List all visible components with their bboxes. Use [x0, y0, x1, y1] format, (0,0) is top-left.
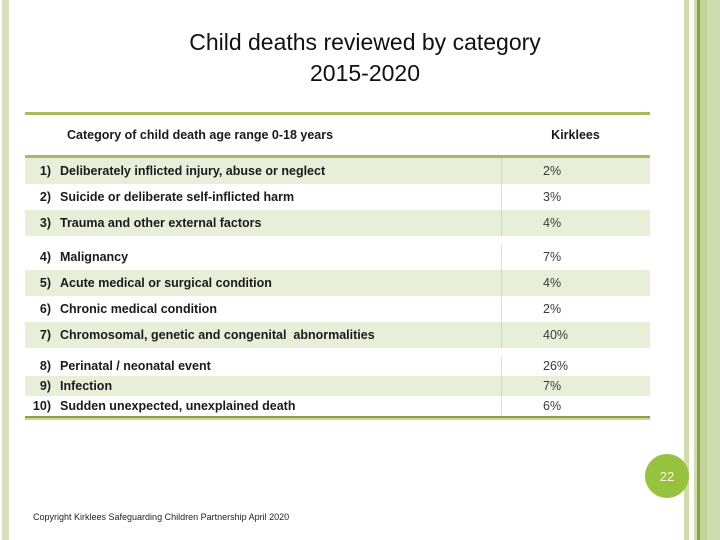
- row-category-cell: 2) Suicide or deliberate self-inflicted h…: [25, 184, 501, 210]
- row-category-label: Sudden unexpected, unexplained death: [60, 399, 296, 413]
- table-row: 1) Deliberately inflicted injury, abuse o…: [25, 158, 650, 184]
- left-edge-stripe: [2, 0, 9, 540]
- row-category-cell: 8) Perinatal / neonatal event: [25, 356, 501, 376]
- row-category-cell: 10) Sudden unexpected, unexplained death: [25, 396, 501, 416]
- row-category-label: Perinatal / neonatal event: [60, 359, 211, 373]
- table-row: 10) Sudden unexpected, unexplained death 6…: [25, 396, 650, 416]
- row-number: 10): [32, 399, 51, 413]
- row-percentage-value: 7%: [501, 376, 650, 396]
- row-number: 4): [39, 250, 51, 264]
- slide-title-line1: Child deaths reviewed by category: [189, 29, 541, 55]
- table-row: 3) Trauma and other external factors 4%: [25, 210, 650, 236]
- row-percentage-value: 6%: [501, 396, 650, 416]
- row-percentage-value: 4%: [501, 210, 650, 236]
- row-category-label: Trauma and other external factors: [60, 216, 262, 230]
- row-number: 9): [39, 379, 51, 393]
- table-row: 4) Malignancy 7%: [25, 244, 650, 270]
- row-number: 6): [39, 302, 51, 316]
- row-category-label: Deliberately inflicted injury, abuse or …: [60, 164, 326, 178]
- table-header-row: Category of child death age range 0-18 y…: [25, 112, 650, 158]
- table-bottom-border-dark: [25, 416, 650, 418]
- right-edge-stripe-dark-line: [697, 0, 700, 540]
- row-percentage-value: 40%: [501, 322, 650, 348]
- slide-title-line2: 2015-2020: [310, 60, 420, 86]
- row-category-cell: 3) Trauma and other external factors: [25, 210, 501, 236]
- row-percentage-value: 2%: [501, 296, 650, 322]
- row-category-cell: 6) Chronic medical condition: [25, 296, 501, 322]
- row-category-label: Acute medical or surgical condition: [60, 276, 272, 290]
- table-group-gap: [25, 348, 650, 356]
- right-edge-stripe-mid: [700, 0, 707, 540]
- slide-page-number: 22: [659, 468, 675, 484]
- row-category-cell: 7) Chromosomal, genetic and congenital ab…: [25, 322, 501, 348]
- table-body: 1) Deliberately inflicted injury, abuse o…: [25, 158, 650, 416]
- slide-title: Child deaths reviewed by category 2015-2…: [18, 27, 712, 89]
- row-category-label: Chronic medical condition: [60, 302, 217, 316]
- row-number: 8): [39, 359, 51, 373]
- row-category-label: Malignancy: [60, 250, 129, 264]
- table-row: 2) Suicide or deliberate self-inflicted h…: [25, 184, 650, 210]
- table-group-gap: [25, 236, 650, 244]
- row-category-cell: 4) Malignancy: [25, 244, 501, 270]
- row-number: 7): [39, 328, 51, 342]
- row-number: 3): [39, 216, 51, 230]
- slide-page-number-badge: 22: [645, 454, 689, 498]
- row-percentage-value: 7%: [501, 244, 650, 270]
- table-row: 5) Acute medical or surgical condition 4%: [25, 270, 650, 296]
- row-category-label: Infection: [60, 379, 113, 393]
- table-row: 8) Perinatal / neonatal event 26%: [25, 356, 650, 376]
- table-bottom-border-light: [25, 418, 650, 420]
- row-number: 1): [39, 164, 51, 178]
- table-row: 6) Chronic medical condition 2%: [25, 296, 650, 322]
- table-header-category: Category of child death age range 0-18 y…: [67, 128, 334, 142]
- row-category-cell: 9) Infection: [25, 376, 501, 396]
- row-percentage-value: 2%: [501, 158, 650, 184]
- row-percentage-value: 4%: [501, 270, 650, 296]
- table-header-kirklees: Kirklees: [551, 128, 600, 142]
- row-number: 2): [39, 190, 51, 204]
- row-number: 5): [39, 276, 51, 290]
- row-category-label: Suicide or deliberate self-inflicted har…: [60, 190, 295, 204]
- row-percentage-value: 26%: [501, 356, 650, 376]
- copyright-footer: Copyright Kirklees Safeguarding Children…: [33, 512, 290, 522]
- table-row: 9) Infection 7%: [25, 376, 650, 396]
- row-category-cell: 5) Acute medical or surgical condition: [25, 270, 501, 296]
- row-category-label: Chromosomal, genetic and congenital abno…: [60, 328, 375, 342]
- row-category-cell: 1) Deliberately inflicted injury, abuse o…: [25, 158, 501, 184]
- right-edge-stripe-thin: [684, 0, 689, 540]
- row-percentage-value: 3%: [501, 184, 650, 210]
- table-row: 7) Chromosomal, genetic and congenital ab…: [25, 322, 650, 348]
- category-table: Category of child death age range 0-18 y…: [25, 112, 650, 420]
